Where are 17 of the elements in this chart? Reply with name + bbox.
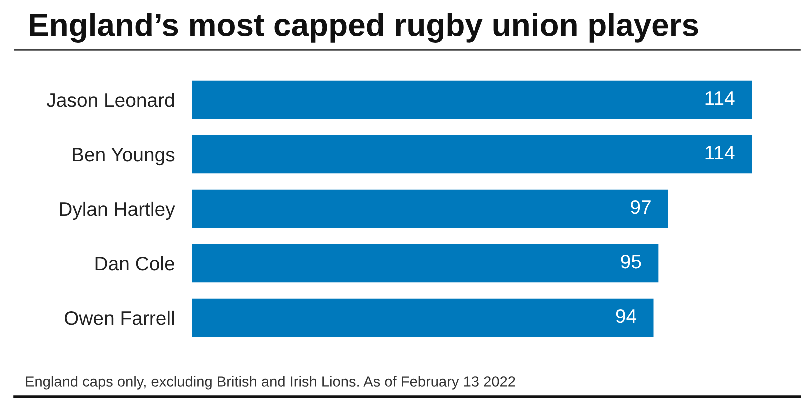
chart-title: England’s most capped rugby union players — [30, 13, 698, 43]
data-label: 114 — [706, 146, 735, 160]
y-tick-label: Ben Youngs — [73, 148, 175, 166]
data-label: 97 — [631, 200, 651, 214]
data-label: 114 — [706, 92, 735, 106]
y-tick-label: Owen Farrell — [64, 310, 174, 326]
y-tick-label: Dan Cole — [96, 256, 174, 271]
bar — [192, 244, 659, 283]
bar — [192, 298, 654, 338]
bar — [192, 190, 668, 228]
data-label: 95 — [621, 254, 642, 269]
y-tick-label: Dylan Hartley — [60, 202, 176, 220]
bar — [192, 80, 752, 120]
data-label: 94 — [616, 309, 637, 324]
y-tick-label: Jason Leonard — [47, 92, 174, 108]
bar — [192, 135, 752, 174]
text: England caps only, excluding British and Irish Lions. As of February 13 2022 — [26, 376, 516, 390]
